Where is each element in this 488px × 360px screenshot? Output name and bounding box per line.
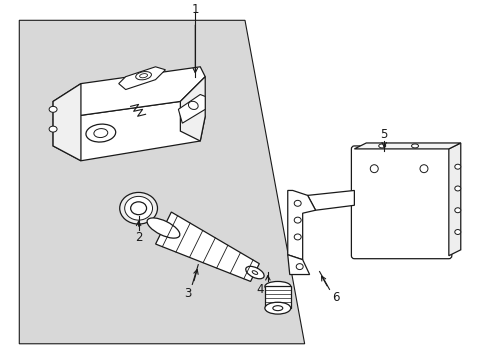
Text: 6: 6 (331, 291, 339, 304)
Polygon shape (307, 190, 354, 210)
Ellipse shape (140, 74, 147, 78)
Ellipse shape (454, 186, 460, 191)
Polygon shape (180, 77, 205, 141)
Ellipse shape (49, 106, 57, 112)
Text: 1: 1 (191, 3, 199, 16)
FancyBboxPatch shape (351, 146, 451, 259)
Ellipse shape (369, 165, 377, 173)
Ellipse shape (252, 271, 257, 274)
Ellipse shape (130, 202, 146, 215)
Polygon shape (19, 20, 304, 344)
Polygon shape (178, 94, 205, 123)
Polygon shape (155, 212, 259, 282)
Ellipse shape (94, 129, 107, 138)
Text: 2: 2 (135, 231, 142, 244)
Ellipse shape (188, 101, 198, 109)
Bar (264, 287, 290, 308)
Ellipse shape (147, 218, 180, 238)
Ellipse shape (245, 266, 264, 279)
Text: 5: 5 (380, 127, 387, 140)
Ellipse shape (411, 144, 418, 148)
Ellipse shape (120, 193, 157, 224)
Ellipse shape (272, 306, 282, 311)
Ellipse shape (454, 164, 460, 169)
Ellipse shape (454, 230, 460, 234)
Polygon shape (448, 143, 460, 256)
Text: 3: 3 (184, 287, 192, 300)
Ellipse shape (264, 282, 290, 291)
Polygon shape (354, 143, 460, 149)
Polygon shape (119, 67, 165, 90)
Ellipse shape (136, 72, 151, 80)
Ellipse shape (86, 124, 116, 142)
Ellipse shape (296, 264, 303, 270)
Polygon shape (53, 84, 81, 161)
Polygon shape (287, 255, 309, 275)
Polygon shape (287, 190, 315, 260)
Polygon shape (53, 67, 205, 119)
Ellipse shape (378, 144, 385, 148)
Ellipse shape (294, 234, 301, 240)
Ellipse shape (294, 217, 301, 223)
Polygon shape (53, 102, 205, 161)
Ellipse shape (264, 302, 290, 314)
Ellipse shape (454, 208, 460, 213)
Ellipse shape (49, 126, 57, 132)
Text: 4: 4 (256, 283, 263, 296)
Ellipse shape (124, 197, 152, 220)
Ellipse shape (419, 165, 427, 173)
Ellipse shape (294, 200, 301, 206)
